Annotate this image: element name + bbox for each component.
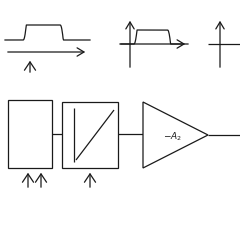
Bar	[62, 102, 118, 168]
Text: $-A_2$: $-A_2$	[163, 131, 182, 143]
Bar	[8, 100, 52, 168]
Polygon shape	[143, 102, 208, 168]
